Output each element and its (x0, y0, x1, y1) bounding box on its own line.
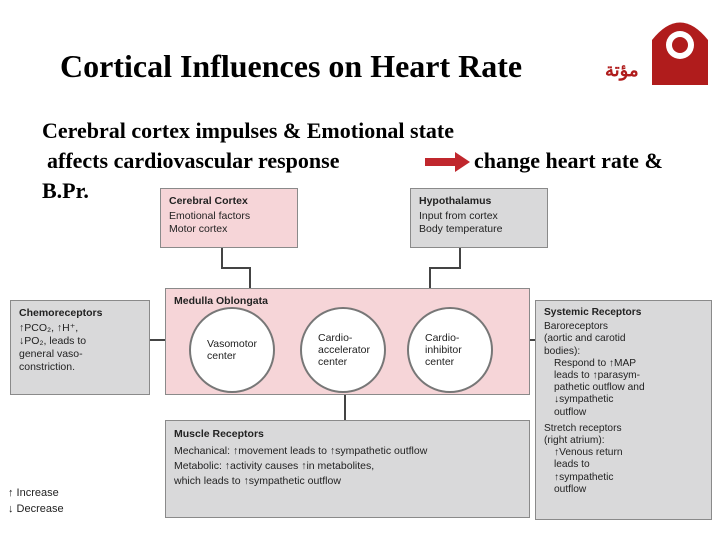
box-item: Input from cortex (419, 210, 498, 222)
box-item: Motor cortex (169, 223, 228, 235)
box-item: outflow (554, 483, 587, 495)
center-circle: Cardio-inhibitor center (407, 307, 493, 393)
box-item: ↑sympathetic (554, 471, 614, 483)
chemoreceptors-box: Chemoreceptors ↑PCO₂, ↑H⁺, ↓PO₂, leads to g… (10, 300, 150, 395)
legend-decrease: ↓ Decrease (8, 503, 64, 515)
title: Cortical Influences on Heart Rate (60, 48, 523, 84)
box-item: bodies): (544, 345, 581, 357)
box-item: leads to ↑parasym- (554, 370, 641, 382)
box-item: pathetic outflow and (554, 382, 645, 394)
intro-line: change heart rate & (474, 148, 663, 173)
intro-line: B.Pr. (42, 178, 89, 203)
center-label: Cardio- (318, 332, 353, 344)
center-label: Cardio- (425, 332, 460, 344)
muscle-receptors-box: Muscle Receptors Mechanical: ↑movement le… (165, 420, 530, 518)
box-item: ↓PO₂, leads to (19, 335, 87, 347)
connector (221, 248, 251, 288)
center-label: accelerator (318, 344, 370, 356)
box-title: Medulla Oblongata (174, 295, 268, 307)
box-title: Systemic Receptors (544, 307, 642, 318)
box-item: constriction. (19, 361, 76, 373)
box-title: Cerebral Cortex (169, 195, 248, 207)
box-item: general vaso- (19, 348, 83, 360)
box-item: which leads to ↑sympathetic outflow (174, 475, 341, 487)
box-item: (aortic and carotid (544, 333, 626, 345)
box-item: (right atrium): (544, 435, 605, 447)
box-item: Emotional factors (169, 210, 251, 222)
box-item: Respond to ↑MAP (554, 357, 637, 369)
box-title: Hypothalamus (419, 195, 492, 207)
box-item: Baroreceptors (544, 321, 608, 333)
box-item: ↑PCO₂, ↑H⁺, (19, 322, 79, 334)
box-item: leads to (554, 459, 590, 471)
center-circle: Vasomotor center (189, 307, 275, 393)
cerebral-cortex-box: Cerebral Cortex Emotional factors Motor co… (160, 188, 298, 248)
intro-line: affects cardiovascular response (47, 148, 340, 173)
arrow-head (455, 152, 470, 172)
connector (429, 248, 461, 288)
logo-text: مؤتة (605, 60, 639, 80)
center-label: inhibitor (425, 344, 462, 356)
center-circle: Cardio-accelerator center (300, 307, 386, 393)
box-item: ↑Venous return (554, 447, 623, 459)
logo (652, 22, 708, 85)
center-label: center (425, 356, 455, 368)
center-label: center (207, 350, 237, 362)
center-label: center (318, 356, 348, 368)
logo-emblem-core (672, 37, 688, 53)
box-item: Body temperature (419, 223, 503, 235)
center-label: Vasomotor (207, 338, 257, 350)
arrow-shaft (425, 158, 455, 166)
box-item: outflow (554, 406, 587, 418)
box-item: ↓sympathetic (554, 394, 614, 406)
box-item: Stretch receptors (544, 422, 622, 434)
box-title: Muscle Receptors (174, 428, 264, 440)
hypothalamus-box: Hypothalamus Input from cortex Body temper… (410, 188, 548, 248)
legend-increase: ↑ Increase (8, 487, 59, 499)
box-item: Metabolic: ↑activity causes ↑in metaboli… (174, 460, 375, 472)
intro-arrow (425, 152, 470, 172)
intro-line: Cerebral cortex impulses & Emotional sta… (42, 118, 455, 143)
box-title: Chemoreceptors (19, 307, 103, 319)
box-item: Mechanical: ↑movement leads to ↑sympathe… (174, 445, 428, 457)
systemic-receptors-box: Systemic Receptors Baroreceptors (aortic a… (535, 300, 712, 520)
